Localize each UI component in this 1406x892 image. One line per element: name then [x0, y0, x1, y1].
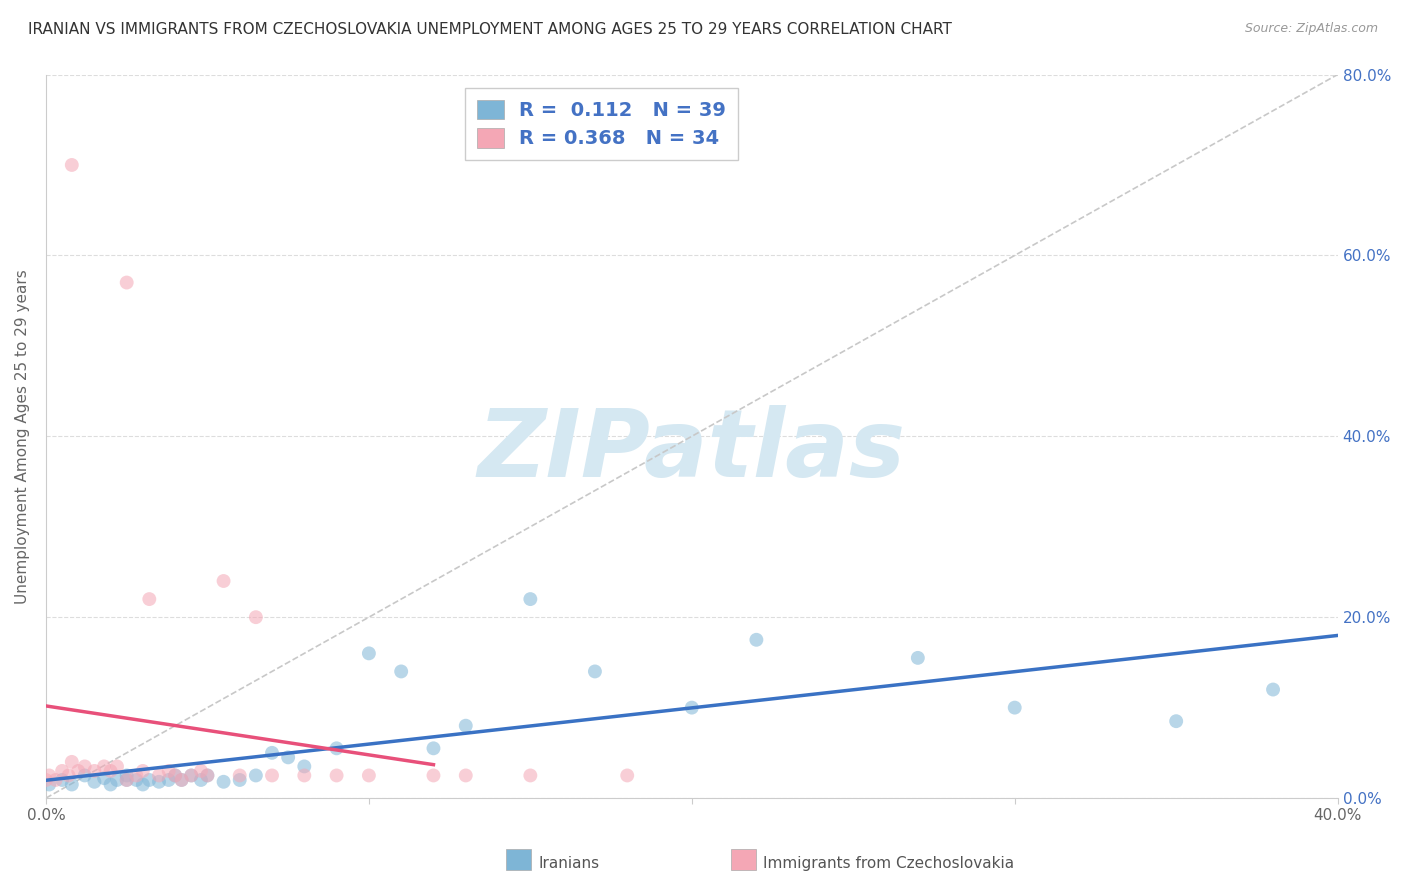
Point: [73, 768, 96, 782]
Point: [260, 746, 283, 760]
Point: [51, 772, 73, 787]
Point: [138, 592, 160, 607]
Point: [105, 759, 128, 773]
Point: [58, 768, 80, 782]
Point: [148, 768, 170, 782]
Point: [681, 700, 703, 714]
Point: [115, 772, 138, 787]
Point: [292, 759, 315, 773]
Point: [60, 755, 83, 769]
Point: [454, 768, 477, 782]
Point: [389, 665, 412, 679]
Point: [115, 772, 138, 787]
Y-axis label: Unemployment Among Ages 25 to 29 years: Unemployment Among Ages 25 to 29 years: [15, 268, 30, 604]
Point: [125, 768, 148, 782]
Point: [125, 772, 148, 787]
Point: [67, 764, 90, 778]
Point: [454, 719, 477, 733]
Text: Iranians: Iranians: [538, 856, 599, 871]
Text: ZIPatlas: ZIPatlas: [478, 405, 905, 497]
Point: [190, 764, 212, 778]
Point: [38, 768, 60, 782]
Point: [157, 764, 180, 778]
Point: [138, 772, 160, 787]
Point: [519, 768, 541, 782]
Point: [745, 632, 768, 647]
Text: IRANIAN VS IMMIGRANTS FROM CZECHOSLOVAKIA UNEMPLOYMENT AMONG AGES 25 TO 29 YEARS: IRANIAN VS IMMIGRANTS FROM CZECHOSLOVAKI…: [28, 22, 952, 37]
Point: [93, 759, 115, 773]
Point: [212, 774, 235, 789]
Point: [325, 741, 347, 756]
Point: [325, 768, 347, 782]
Point: [228, 768, 250, 782]
Point: [357, 768, 380, 782]
Point: [45, 772, 67, 787]
Point: [93, 771, 115, 785]
Point: [170, 772, 193, 787]
Text: Immigrants from Czechoslovakia: Immigrants from Czechoslovakia: [763, 856, 1015, 871]
Point: [190, 772, 212, 787]
Point: [583, 665, 606, 679]
Point: [1166, 714, 1188, 729]
Point: [260, 768, 283, 782]
Point: [277, 750, 299, 764]
Point: [83, 774, 105, 789]
Point: [60, 777, 83, 791]
Point: [228, 772, 250, 787]
Point: [180, 768, 202, 782]
Point: [83, 764, 105, 778]
Point: [165, 768, 187, 782]
Text: Source: ZipAtlas.com: Source: ZipAtlas.com: [1244, 22, 1378, 36]
Point: [165, 768, 187, 782]
Point: [38, 777, 60, 791]
Point: [245, 610, 267, 624]
Point: [157, 772, 180, 787]
Point: [292, 768, 315, 782]
Point: [73, 759, 96, 773]
Point: [105, 772, 128, 787]
Point: [212, 574, 235, 588]
Point: [115, 768, 138, 782]
Point: [907, 651, 929, 665]
Point: [115, 276, 138, 290]
Point: [519, 592, 541, 607]
Point: [616, 768, 638, 782]
Point: [35, 772, 58, 787]
Point: [132, 764, 155, 778]
Point: [1261, 682, 1284, 697]
Point: [245, 768, 267, 782]
Point: [197, 768, 219, 782]
Point: [170, 772, 193, 787]
Point: [357, 646, 380, 660]
Point: [422, 741, 444, 756]
Point: [180, 768, 202, 782]
Point: [132, 777, 155, 791]
Point: [197, 768, 219, 782]
Point: [100, 764, 122, 778]
Point: [100, 777, 122, 791]
Point: [1004, 700, 1026, 714]
Point: [422, 768, 444, 782]
Point: [148, 774, 170, 789]
Point: [60, 158, 83, 172]
Point: [51, 764, 73, 778]
Legend: R =  0.112   N = 39, R = 0.368   N = 34: R = 0.112 N = 39, R = 0.368 N = 34: [465, 87, 738, 160]
